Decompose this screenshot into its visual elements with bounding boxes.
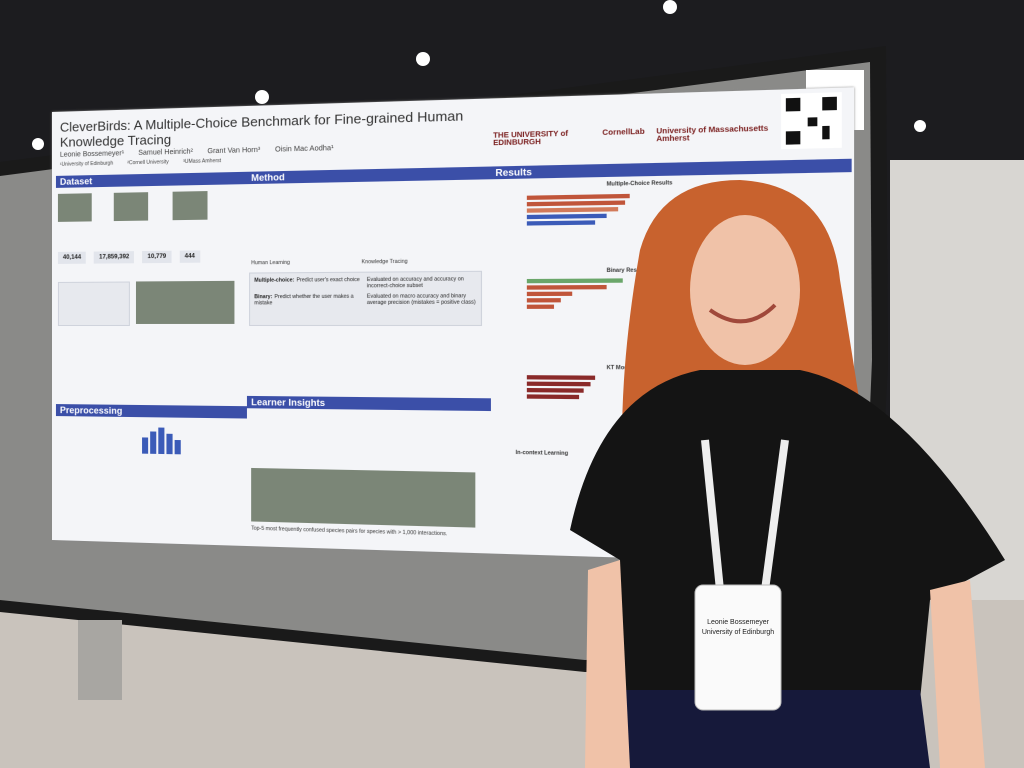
badge-name: Leonie Bossemeyer — [707, 619, 770, 626]
face — [690, 215, 800, 365]
badge-affiliation: University of Edinburgh — [702, 629, 774, 636]
photo: 2012 CleverBirds: A Multiple-Choice Benc… — [0, 0, 1024, 768]
arm — [930, 580, 985, 768]
name-badge — [695, 585, 781, 710]
person: Leonie Bossemeyer University of Edinburg… — [0, 0, 1024, 768]
